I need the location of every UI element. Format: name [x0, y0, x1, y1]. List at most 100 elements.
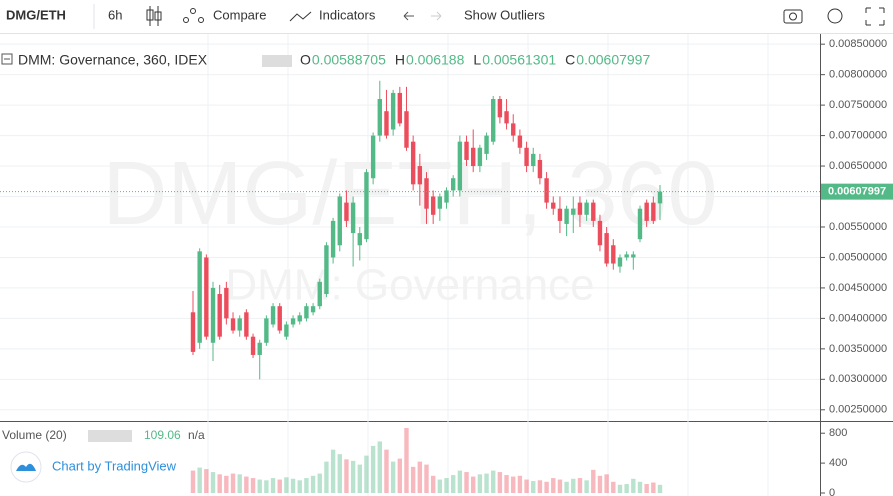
candle-body [657, 191, 663, 204]
candle-icon[interactable] [146, 6, 162, 26]
volume-bar [624, 484, 629, 493]
y-tick-label: 0.00450000 [829, 282, 887, 294]
volume-buttons[interactable] [88, 430, 132, 442]
candle-body [370, 135, 376, 179]
ohlc-key: L [473, 52, 481, 68]
fullscreen-icon[interactable] [865, 7, 885, 26]
last-price-label: 0.00607997 [828, 186, 886, 198]
candle-body [651, 202, 656, 221]
compare-icon[interactable] [183, 8, 204, 23]
volume-bar [284, 477, 289, 493]
candle-body [257, 342, 262, 355]
volume-bar [270, 478, 276, 493]
candle-body [564, 208, 569, 224]
volume-bar [651, 482, 656, 493]
symbol[interactable]: DMG/ETH [6, 7, 66, 22]
redo-icon[interactable] [431, 11, 442, 21]
volume-bar [290, 478, 296, 493]
candle-body [457, 141, 463, 191]
indicators-icon[interactable] [289, 11, 312, 22]
candle-body [424, 178, 429, 209]
volume-bar [264, 480, 269, 493]
candle-body [317, 281, 322, 307]
candle-body [477, 147, 483, 167]
y-tick-label: 0.00700000 [829, 129, 887, 141]
ohlc-value: 0.006188 [406, 52, 465, 68]
volume-value: 109.06 [144, 428, 181, 442]
volume-bar [357, 464, 362, 493]
volume-bar [491, 470, 496, 493]
candle-body [297, 315, 302, 322]
volume-bar [577, 478, 583, 493]
candle-body [324, 245, 329, 295]
toolbar [0, 0, 893, 33]
candle-body [290, 318, 296, 325]
volume-bar [410, 466, 416, 493]
volume-bar [557, 479, 563, 493]
undo-icon[interactable] [403, 11, 414, 21]
candle-body [277, 306, 282, 331]
candle-body [217, 294, 222, 337]
candle-body [364, 172, 369, 240]
candle-body [244, 312, 249, 337]
candle-body [390, 92, 396, 130]
candle-body [250, 336, 256, 355]
volume-bar [324, 461, 329, 493]
volume-extra: n/a [188, 428, 205, 442]
footer-link[interactable]: Chart by TradingView [52, 458, 177, 473]
tradingview-logo[interactable] [10, 451, 42, 483]
candle-body [284, 324, 289, 337]
screenshot-icon[interactable] [783, 9, 803, 24]
candle-body [404, 111, 409, 148]
indicators-button[interactable]: Indicators [319, 7, 376, 22]
volume-bar [364, 455, 369, 493]
settings-icon[interactable] [827, 8, 843, 24]
candle-body [604, 233, 609, 264]
volume-bar [250, 478, 256, 493]
volume-bar [277, 479, 282, 493]
volume-bar [297, 480, 302, 493]
candle-body [384, 111, 389, 136]
volume-bar [437, 479, 443, 493]
volume-bar [544, 481, 549, 493]
volume-y-tick-label: 0 [829, 487, 835, 496]
candle-body [611, 245, 616, 264]
y-tick-label: 0.00400000 [829, 312, 887, 324]
volume-bar [317, 473, 322, 493]
watermark-symbol: DMG/ETH, 360 [102, 144, 717, 244]
volume-bar [604, 474, 609, 493]
ohlc-key: O [300, 52, 311, 68]
y-tick-label: 0.00250000 [829, 404, 887, 416]
candle-body [617, 257, 623, 267]
candle-body [357, 233, 362, 246]
show-outliers-button[interactable]: Show Outliers [464, 7, 545, 22]
legend-buttons[interactable] [262, 55, 292, 67]
candle-body [544, 178, 549, 203]
volume-bar [224, 475, 229, 493]
y-tick-label: 0.00800000 [829, 69, 887, 81]
ohlc-legend: O 0.00588705 H 0.006188 L 0.00561301 C 0.006079… [300, 52, 650, 68]
volume-bar [584, 480, 589, 493]
candle-body [237, 318, 242, 331]
candle-body [484, 135, 489, 154]
candle-body [624, 254, 629, 258]
volume-bar [397, 458, 403, 493]
candle-body [197, 251, 202, 343]
volume-bar [230, 473, 236, 493]
volume-bar [244, 476, 249, 493]
y-tick-label: 0.00750000 [829, 99, 887, 111]
compare-button[interactable]: Compare [213, 7, 266, 22]
candle-body [437, 196, 443, 209]
candle-body [190, 312, 196, 352]
y-tick-label: 0.00500000 [829, 251, 887, 263]
volume-bar [464, 472, 469, 493]
candle-body [637, 208, 643, 240]
interval[interactable]: 6h [108, 7, 122, 22]
volume-bar [551, 478, 556, 493]
candle-body [584, 202, 589, 215]
candle-body [344, 202, 349, 221]
candle-body [224, 287, 229, 319]
volume-bar [504, 475, 509, 493]
volume-bar [597, 475, 603, 493]
